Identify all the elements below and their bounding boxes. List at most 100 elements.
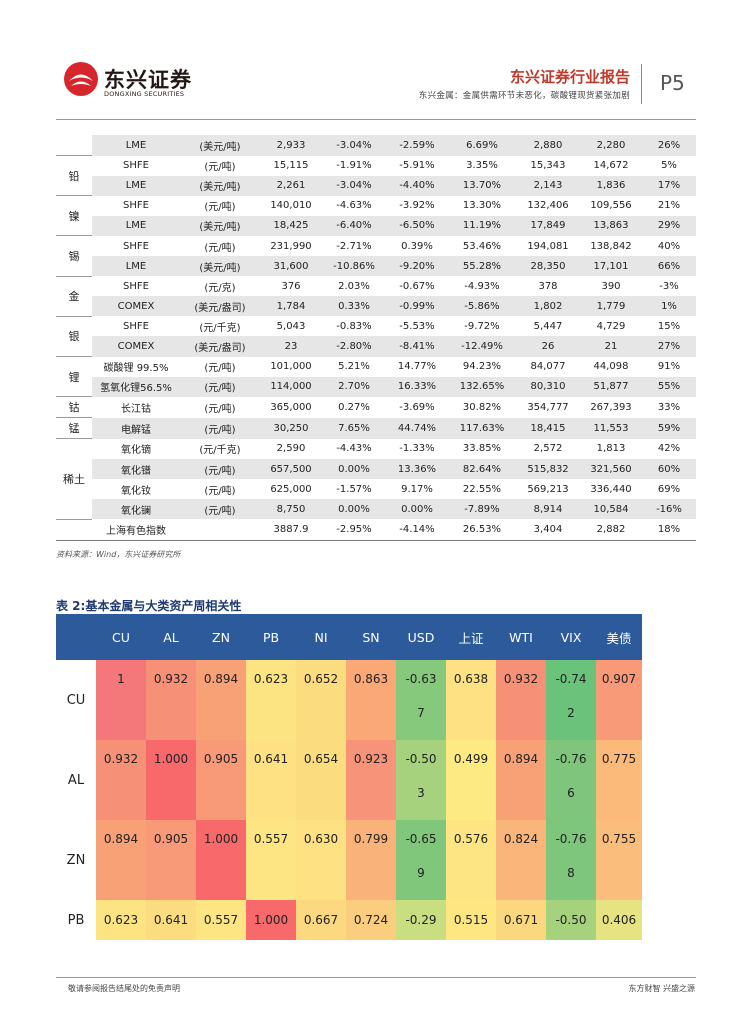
correlation-row-label: AL <box>56 740 96 820</box>
price-cell-high: 515,832 <box>516 459 580 480</box>
correlation-value: -0.63 <box>405 672 437 686</box>
price-cell-c2: -3.69% <box>399 401 435 413</box>
price-cell-pct: 42% <box>657 443 681 455</box>
price-cell-pct: 18% <box>642 519 696 541</box>
price-cell-price: 101,000 <box>270 361 312 373</box>
price-row: COMEX (美元/盎司) 23 -2.80% -8.41% -12.49% 26 21 27% <box>56 336 696 357</box>
price-cell-low: 44,098 <box>593 361 629 373</box>
price-cell-low: 109,556 <box>590 200 632 212</box>
metal-group-label: 银 <box>56 315 92 357</box>
correlation-value: 1.000 <box>203 832 239 846</box>
price-cell-low: 1,813 <box>596 443 626 455</box>
price-cell-unit: (美元/盎司) <box>180 336 260 357</box>
price-cell-low: 336,440 <box>590 483 632 495</box>
footer-disclaimer: 敬请参阅报告结尾处的免责声明 <box>68 984 180 993</box>
price-cell-c2: -1.33% <box>399 443 435 455</box>
correlation-value: 1.000 <box>253 913 289 927</box>
price-cell-unit: (元/吨) <box>204 162 236 174</box>
correlation-header-cell: USD <box>396 614 446 660</box>
price-cell-c1: 2.03% <box>338 280 370 292</box>
price-cell-unit: (美元/吨) <box>180 135 260 156</box>
price-cell-c1: -4.63% <box>336 200 372 212</box>
price-cell-c1: 0.33% <box>322 296 386 317</box>
correlation-cell: 0.905 <box>196 740 246 820</box>
price-cell-pct: 29% <box>642 215 696 236</box>
correlation-value: -0.50 <box>555 913 587 927</box>
correlation-value: 0.799 <box>353 832 389 846</box>
metal-group-label: 铅 <box>56 155 92 196</box>
correlation-value: -0.74 <box>555 672 587 686</box>
correlation-value: 0.667 <box>303 913 339 927</box>
correlation-value: 0.638 <box>453 672 489 686</box>
price-cell-exchange: COMEX <box>92 296 180 317</box>
correlation-cell: 0.932 <box>146 660 196 740</box>
price-cell-c2: 16.33% <box>386 376 448 397</box>
source-note: 资料来源：Wind，东兴证券研究所 <box>56 550 181 559</box>
price-cell-c3: 55.28% <box>448 256 516 277</box>
price-cell-c2: -9.20% <box>386 256 448 277</box>
price-cell-unit: (美元/盎司) <box>180 296 260 317</box>
correlation-cell: 0.406 <box>596 900 642 940</box>
price-cell-exchange: SHFE <box>123 160 149 172</box>
metal-group-label: 钴 <box>56 396 92 418</box>
price-cell-low: 14,672 <box>593 160 629 172</box>
price-cell-price: 657,500 <box>260 459 322 480</box>
price-cell-c1: -4.43% <box>336 443 372 455</box>
price-cell-price: 2,933 <box>260 135 322 156</box>
price-cell-exchange: SHFE <box>123 280 149 292</box>
price-cell-c1: -2.71% <box>336 240 372 252</box>
price-cell-c3: 82.64% <box>448 459 516 480</box>
price-row: 铅 SHFE (元/吨) 15,115 -1.91% -5.91% 3.35% 15,343 1… <box>56 155 696 196</box>
price-cell-exchange: 长江钴 <box>121 403 151 415</box>
price-cell-high: 569,213 <box>527 483 569 495</box>
correlation-cell: 0.932 <box>96 740 146 820</box>
price-row: 银 SHFE (元/千克) 5,043 -0.83% -5.53% -9.72% 5,447 4… <box>56 315 696 357</box>
price-cell-exchange: LME <box>92 135 180 156</box>
correlation-value: 0.623 <box>253 672 289 686</box>
correlation-cell: -0.76 6 <box>546 740 596 820</box>
correlation-row-label: PB <box>56 900 96 940</box>
correlation-value: 0.907 <box>601 672 637 686</box>
price-cell-pct: 21% <box>657 200 681 212</box>
group-cell <box>56 135 92 156</box>
correlation-cell: -0.63 7 <box>396 660 446 740</box>
price-row: 锡 SHFE (元/吨) 231,990 -2.71% 0.39% 53.46% 194,08… <box>56 235 696 277</box>
correlation-value: 0.623 <box>103 913 139 927</box>
correlation-value: -0.29 <box>405 913 437 927</box>
correlation-value: 0.724 <box>353 913 389 927</box>
price-cell-high: 17,849 <box>516 215 580 236</box>
correlation-value: 6 <box>567 786 575 800</box>
metal-group-label: 锂 <box>56 356 92 397</box>
price-row: LME (美元/吨) 2,261 -3.04% -4.40% 13.70% 2,143 1,8… <box>56 175 696 196</box>
price-cell-c1: -1.57% <box>336 483 372 495</box>
correlation-table-title: 表 2:基本金属与大类资产周相关性 <box>56 599 242 613</box>
correlation-cell: 0.799 <box>346 820 396 900</box>
price-cell-c2: 0.00% <box>386 499 448 520</box>
correlation-cell: -0.65 9 <box>396 820 446 900</box>
price-cell-c2: 44.74% <box>386 417 448 439</box>
correlation-cell: 1 <box>96 660 146 740</box>
price-cell-high: 2,880 <box>516 135 580 156</box>
price-cell-c1: -0.83% <box>336 320 372 332</box>
price-cell-low: 390 <box>601 280 621 292</box>
price-cell-low: 321,560 <box>580 459 642 480</box>
correlation-value: -0.65 <box>405 832 437 846</box>
correlation-value: 0.652 <box>303 672 339 686</box>
price-cell-c2: -8.41% <box>386 336 448 357</box>
price-cell-low: 17,101 <box>580 256 642 277</box>
price-cell-high: 132,406 <box>527 200 569 212</box>
correlation-value: 0.515 <box>453 913 489 927</box>
price-cell-c3: 26.53% <box>448 519 516 541</box>
correlation-value: 0.641 <box>253 752 289 766</box>
price-row: LME (美元/吨) 31,600 -10.86% -9.20% 55.28% 28,350… <box>56 256 696 277</box>
price-cell-c2: 0.39% <box>401 240 433 252</box>
price-cell-unit: (美元/吨) <box>180 256 260 277</box>
price-cell-c3: -9.72% <box>464 320 500 332</box>
correlation-header-cell: NI <box>296 614 346 660</box>
price-cell-price: 18,425 <box>260 215 322 236</box>
logo-text-cn: 东兴证券 <box>104 68 192 92</box>
correlation-cell: 0.638 <box>446 660 496 740</box>
correlation-cell: -0.74 2 <box>546 660 596 740</box>
price-cell-pct: 91% <box>657 361 681 373</box>
correlation-cell: 0.557 <box>246 820 296 900</box>
